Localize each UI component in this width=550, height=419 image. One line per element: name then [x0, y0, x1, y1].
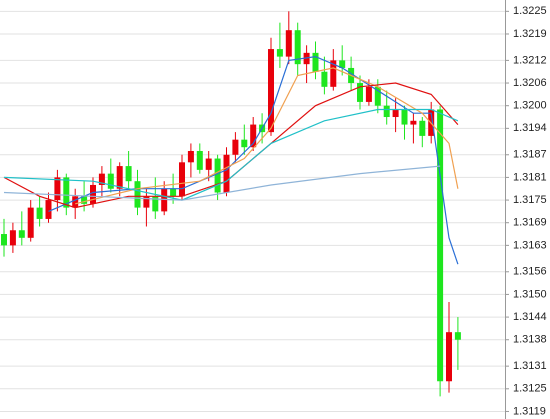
candle-body	[107, 173, 114, 189]
candle-body	[374, 86, 381, 106]
candle-body	[410, 120, 417, 125]
candle-body	[72, 196, 79, 208]
candle-body	[161, 188, 168, 212]
y-tick-label: 1.3169	[513, 217, 547, 229]
candle-body	[152, 196, 159, 212]
y-tick-label: 1.3150	[513, 288, 547, 300]
candle-body	[63, 177, 70, 208]
candle-body	[196, 150, 203, 170]
candle-body	[54, 177, 61, 201]
candle-body	[98, 173, 105, 185]
candle-body	[303, 52, 310, 65]
ma-line	[48, 55, 459, 265]
y-tick-label: 1.3138	[513, 334, 547, 346]
candle-body	[401, 109, 408, 125]
candle-body	[1, 234, 7, 246]
candle-body	[357, 83, 363, 102]
candle-body	[232, 139, 239, 155]
y-tick-label: 1.3225	[513, 5, 547, 17]
candle-body	[241, 139, 248, 148]
ma-line	[3, 108, 459, 201]
y-tick-label: 1.3119	[513, 405, 546, 417]
candle-body	[446, 332, 452, 382]
candle-body	[330, 60, 337, 87]
candle-body	[285, 30, 292, 57]
candle-body	[18, 230, 25, 238]
y-tick-label: 1.3156	[513, 266, 547, 278]
y-tick-label: 1.3181	[513, 171, 547, 183]
candle-body	[339, 60, 346, 68]
candle-body	[276, 49, 283, 57]
candle-body	[116, 166, 123, 189]
candle-body	[143, 196, 150, 208]
y-tick-label: 1.3212	[513, 54, 547, 66]
candle-body	[437, 109, 444, 382]
candle-body	[9, 230, 16, 246]
ma-line	[3, 165, 441, 201]
candle-body	[134, 181, 141, 208]
y-tick-label: 1.3219	[513, 28, 547, 40]
ma-line	[3, 82, 459, 209]
candle-body	[383, 105, 390, 118]
candle-body	[223, 154, 230, 193]
candle-body	[205, 158, 212, 170]
y-tick-label: 1.3200	[513, 100, 547, 112]
candle-body	[365, 86, 372, 102]
candle-body	[125, 166, 132, 182]
candle-body	[45, 200, 52, 219]
y-tick-label: 1.3163	[513, 239, 547, 251]
candle-body	[90, 184, 96, 204]
candle-body	[250, 124, 257, 148]
y-tick-label: 1.3206	[513, 77, 547, 89]
y-tick-label: 1.3175	[513, 194, 547, 206]
y-tick-label: 1.3194	[513, 122, 547, 134]
candle-body	[312, 52, 319, 72]
candle-body	[27, 207, 34, 238]
candle-body	[268, 49, 274, 133]
candle-body	[294, 30, 301, 65]
y-tick-label: 1.3144	[513, 311, 547, 323]
candle-body	[187, 150, 194, 163]
candle-body	[179, 162, 185, 197]
candle-body	[454, 332, 461, 340]
y-tick-label: 1.3125	[513, 383, 547, 395]
candle-body	[392, 109, 399, 118]
candle-body	[214, 158, 221, 193]
candle-body	[36, 207, 43, 219]
y-tick-label: 1.3131	[513, 360, 547, 372]
grid	[0, 10, 505, 412]
candle-body	[321, 71, 328, 87]
candle-body	[170, 188, 177, 197]
candle-body	[81, 196, 88, 204]
ma-line	[75, 67, 459, 205]
candle-body	[419, 120, 426, 136]
y-tick-label: 1.3187	[513, 149, 547, 161]
